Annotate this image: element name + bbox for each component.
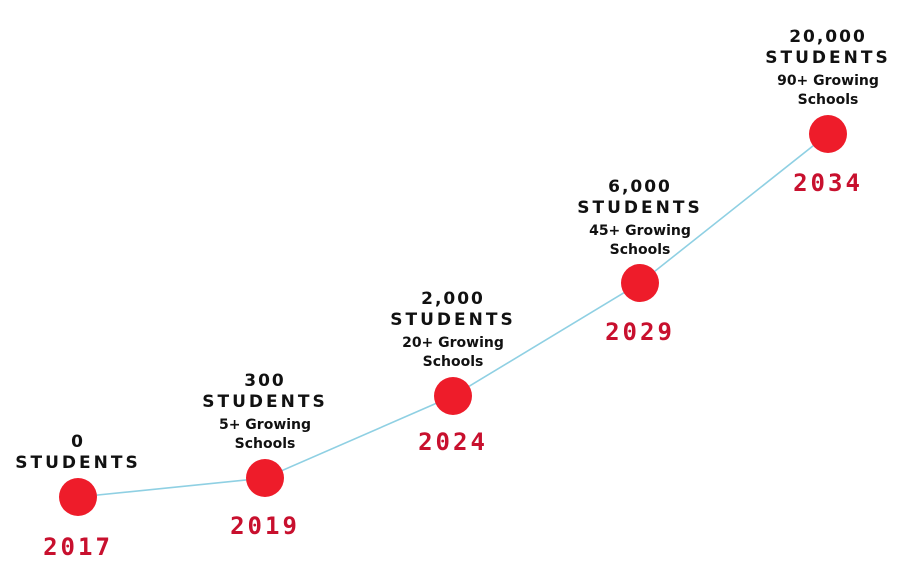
year-label-2019: 2019 [230, 512, 300, 540]
schools-label: 5+ Growing [219, 417, 311, 433]
schools-label: Schools [423, 354, 484, 370]
student-count-label: 6,000 [608, 177, 672, 197]
marker-layer [59, 115, 847, 516]
milestone-marker-2019 [246, 459, 284, 497]
student-count-label: 0 [71, 432, 85, 452]
students-unit-label: STUDENTS [765, 48, 890, 68]
milestone-marker-2017 [59, 478, 97, 516]
schools-label: 45+ Growing [589, 223, 691, 239]
milestone-marker-2034 [809, 115, 847, 153]
year-label-2029: 2029 [605, 318, 675, 346]
students-unit-label: STUDENTS [202, 392, 327, 412]
students-unit-label: STUDENTS [577, 198, 702, 218]
milestone-marker-2024 [434, 377, 472, 415]
students-unit-label: STUDENTS [390, 310, 515, 330]
schools-label: Schools [610, 242, 671, 258]
schools-label: 20+ Growing [402, 335, 504, 351]
year-label-2017: 2017 [43, 533, 113, 561]
milestone-marker-2029 [621, 264, 659, 302]
schools-label: Schools [235, 436, 296, 452]
schools-label: 90+ Growing [777, 73, 879, 89]
student-count-label: 2,000 [421, 289, 485, 309]
year-label-2034: 2034 [793, 169, 863, 197]
student-count-label: 20,000 [789, 27, 867, 47]
schools-label: Schools [798, 92, 859, 108]
student-count-label: 300 [244, 371, 286, 391]
students-unit-label: STUDENTS [15, 453, 140, 473]
year-label-2024: 2024 [418, 428, 488, 456]
